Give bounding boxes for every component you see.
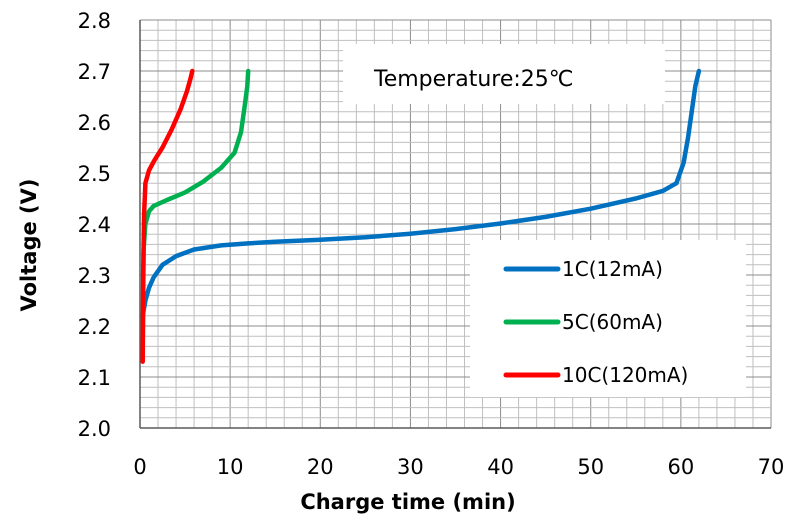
y-axis-title: Voltage (V) [17, 179, 41, 312]
x-tick-label: 50 [577, 455, 604, 479]
y-tick-label: 2.8 [78, 9, 111, 33]
legend-box [470, 240, 746, 397]
series-line-3 [140, 68, 195, 364]
y-tick-label: 2.5 [78, 162, 111, 186]
annotation-box [343, 44, 665, 104]
x-tick-label: 30 [397, 455, 424, 479]
x-axis-title: Charge time (min) [300, 490, 515, 514]
temperature-annotation: Temperature:25℃ [343, 44, 665, 104]
legend-label-2: 5C(60mA) [562, 310, 663, 334]
y-tick-label: 2.1 [78, 366, 111, 390]
x-tick-label: 10 [217, 455, 244, 479]
axes [139, 20, 771, 429]
x-tick-label: 60 [667, 455, 694, 479]
legend: 1C(12mA) 5C(60mA) 10C(120mA) [470, 240, 746, 397]
y-tick-label: 2.6 [78, 111, 111, 135]
legend-label-3: 10C(120mA) [562, 363, 688, 387]
x-tick-label: 20 [307, 455, 334, 479]
series-line-1 [140, 68, 702, 319]
y-tick-label: 2.4 [78, 213, 111, 237]
legend-label-1: 1C(12mA) [562, 257, 663, 281]
y-tick-label: 2.0 [78, 417, 111, 441]
y-tick-label: 2.3 [78, 264, 111, 288]
y-tick-label: 2.2 [78, 315, 111, 339]
series-lines [140, 68, 702, 364]
y-tick-label: 2.7 [78, 60, 111, 84]
tick-labels: 0 10 20 30 40 50 60 70 2.0 2.1 2.2 2.3 2.4 2.5 2.6 2.7 2… [78, 9, 785, 479]
x-tick-label: 40 [487, 455, 514, 479]
x-tick-label: 70 [758, 455, 785, 479]
x-tick-label: 0 [133, 455, 146, 479]
annotation-text: Temperature:25℃ [373, 67, 573, 92]
